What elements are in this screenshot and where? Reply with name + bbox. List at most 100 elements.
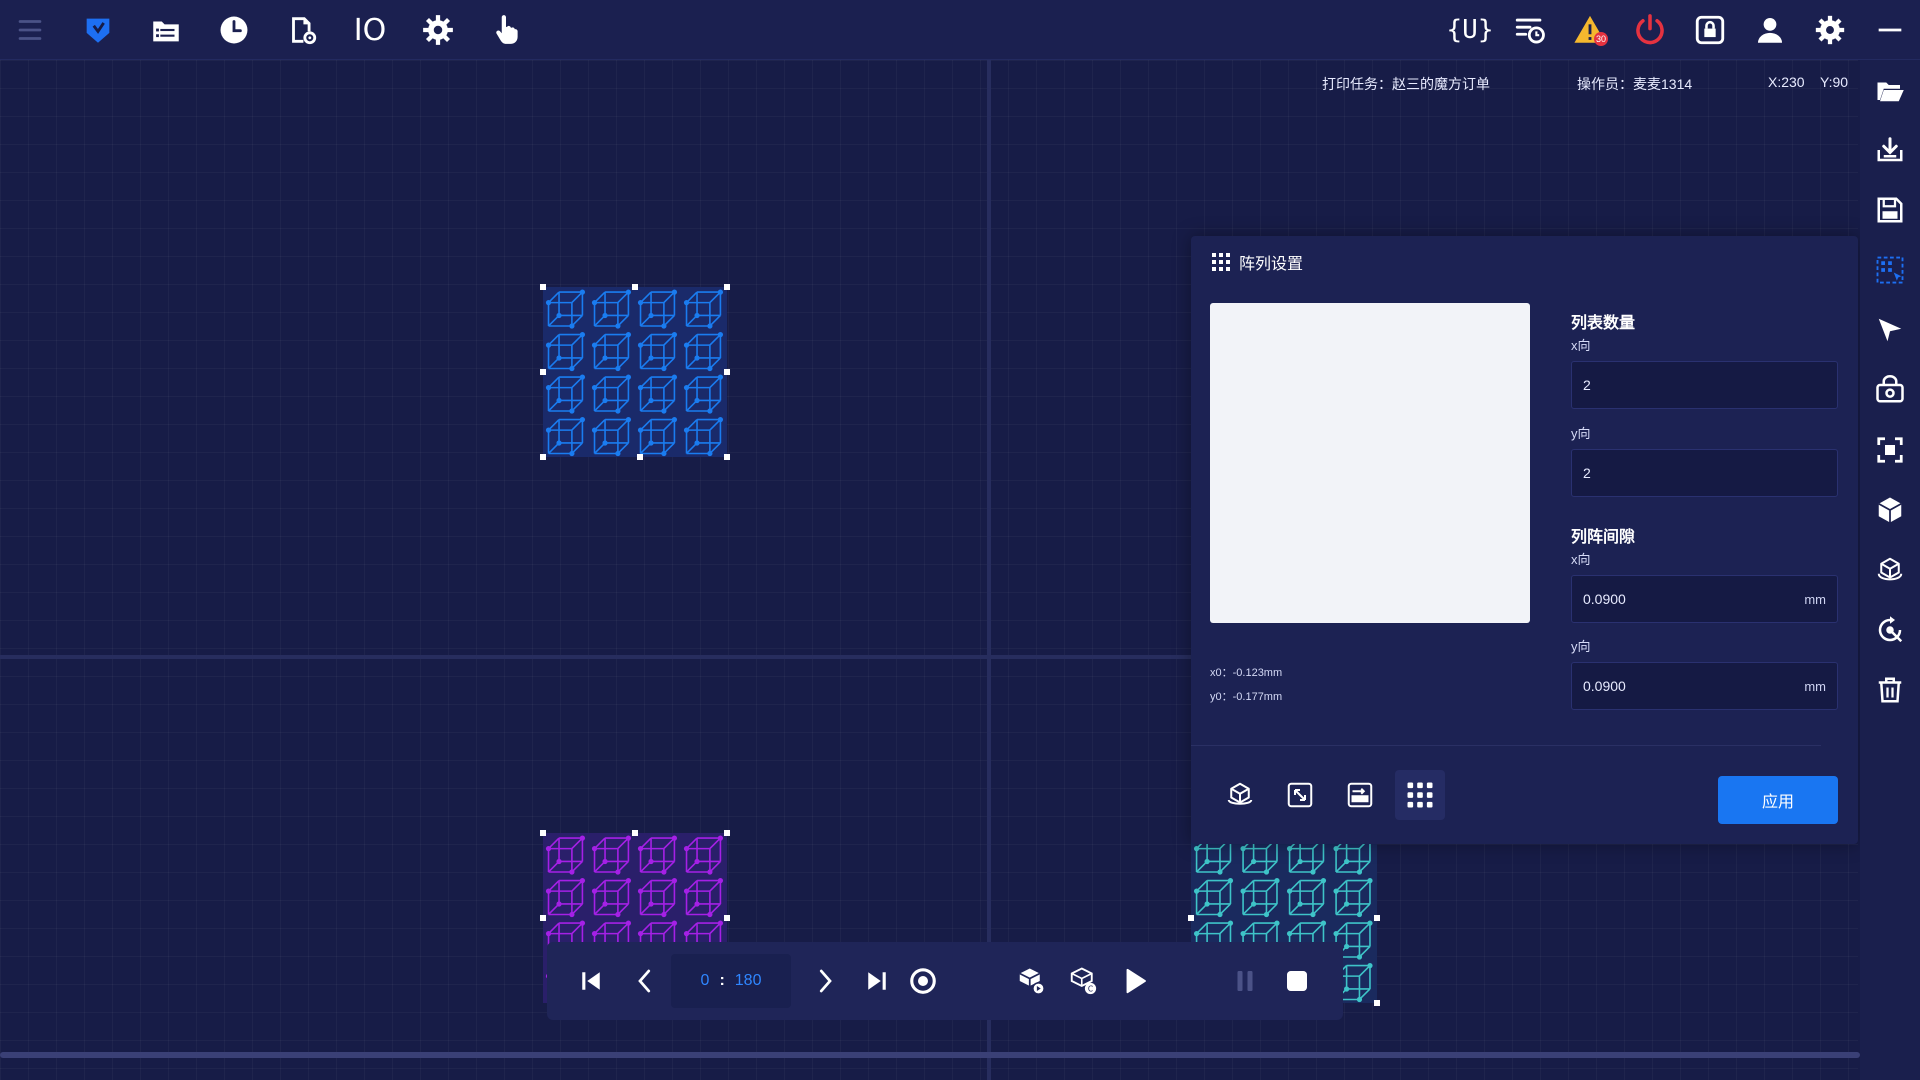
resize-handle[interactable] xyxy=(632,830,638,836)
variable-label: {U} xyxy=(1446,15,1494,45)
count-y-label: y向 xyxy=(1571,426,1591,441)
camera-box-icon[interactable] xyxy=(1872,372,1908,408)
gap-x-input[interactable] xyxy=(1583,591,1805,607)
resize-handle[interactable] xyxy=(540,830,546,836)
resize-handle[interactable] xyxy=(724,454,730,460)
lattice-node xyxy=(717,332,724,338)
logo-icon[interactable] xyxy=(78,10,118,50)
cube-solid-icon[interactable] xyxy=(1872,492,1908,528)
previous-frame-icon[interactable] xyxy=(625,961,665,1001)
resize-handle[interactable] xyxy=(724,369,730,375)
minimize-icon[interactable] xyxy=(1870,10,1910,50)
cube-cycle-icon[interactable]: C xyxy=(1063,961,1103,1001)
lock-screen-icon[interactable] xyxy=(1690,10,1730,50)
lattice-node xyxy=(1250,858,1257,865)
lattice-node xyxy=(694,858,700,865)
apply-button[interactable]: 应用 xyxy=(1718,776,1838,824)
resize-handle[interactable] xyxy=(540,284,546,290)
focus-frame-icon[interactable] xyxy=(1872,432,1908,468)
warning-icon[interactable]: 30 xyxy=(1570,10,1610,50)
record-target-icon[interactable] xyxy=(903,961,943,1001)
variable-braces-icon[interactable]: {U} xyxy=(1447,10,1494,50)
resize-handle[interactable] xyxy=(724,915,730,921)
menu-icon[interactable] xyxy=(10,10,50,50)
lattice-node xyxy=(569,323,575,329)
count-x-input[interactable] xyxy=(1583,377,1826,393)
lattice-node xyxy=(683,385,690,391)
rotate-target-icon[interactable] xyxy=(1872,612,1908,648)
download-icon[interactable] xyxy=(1872,132,1908,168)
io-icon[interactable]: IO xyxy=(350,10,390,50)
resize-handle[interactable] xyxy=(632,284,638,290)
pause-icon[interactable] xyxy=(1225,961,1265,1001)
frame-counter: 0 : 180 xyxy=(671,954,791,1008)
send-arrow-icon[interactable] xyxy=(1872,312,1908,348)
cube-play-icon[interactable] xyxy=(1011,961,1051,1001)
lattice-node xyxy=(694,312,700,319)
skip-to-start-icon[interactable] xyxy=(571,961,611,1001)
3d-object-icon[interactable] xyxy=(1215,770,1265,820)
lattice-node xyxy=(1343,858,1350,865)
lattice-node xyxy=(591,427,598,433)
pattern-tile-blue[interactable] xyxy=(540,284,730,460)
lattice-node xyxy=(579,835,586,841)
gap-x-field[interactable]: mm xyxy=(1571,575,1838,623)
power-icon[interactable] xyxy=(1630,10,1670,50)
align-panel-icon[interactable] xyxy=(1335,770,1385,820)
count-x-field[interactable] xyxy=(1571,361,1838,409)
save-icon[interactable] xyxy=(1872,192,1908,228)
lattice-node xyxy=(579,332,586,338)
lattice-node xyxy=(1356,869,1363,875)
array-grid-icon[interactable] xyxy=(1395,770,1445,820)
resize-handle[interactable] xyxy=(637,454,643,460)
gear-settings-icon[interactable] xyxy=(418,10,458,50)
svg-text:C: C xyxy=(1088,985,1093,994)
array-select-icon[interactable] xyxy=(1872,252,1908,288)
lattice-node xyxy=(694,901,700,907)
resize-handle[interactable] xyxy=(1374,1000,1380,1006)
resize-diagonal-icon[interactable] xyxy=(1275,770,1325,820)
resize-handle[interactable] xyxy=(540,915,546,921)
lattice-node xyxy=(1193,931,1200,937)
history-clock-icon[interactable] xyxy=(214,10,254,50)
lattice-node xyxy=(1240,931,1246,937)
trash-icon[interactable] xyxy=(1872,672,1908,708)
count-y-input[interactable] xyxy=(1583,465,1826,481)
resize-handle[interactable] xyxy=(1374,915,1380,921)
skip-to-end-icon[interactable] xyxy=(857,961,897,1001)
lattice-node xyxy=(569,450,575,457)
canvas-axis-horizontal xyxy=(0,655,1858,659)
cube-transform-icon[interactable] xyxy=(1872,552,1908,588)
lattice-node xyxy=(1320,920,1327,926)
gap-y-field[interactable]: mm xyxy=(1571,662,1838,710)
resize-handle[interactable] xyxy=(724,284,730,290)
gap-y-input[interactable] xyxy=(1583,678,1805,694)
lattice-node xyxy=(615,408,621,414)
lattice-node xyxy=(717,289,724,295)
user-icon[interactable] xyxy=(1750,10,1790,50)
lattice-node xyxy=(671,289,678,295)
file-manager-icon[interactable] xyxy=(146,10,186,50)
play-icon[interactable] xyxy=(1115,961,1155,1001)
lattice-node xyxy=(1193,846,1200,852)
stop-icon[interactable] xyxy=(1277,961,1317,1001)
lattice-node xyxy=(671,374,678,380)
lattice-node xyxy=(661,911,667,918)
resize-handle[interactable] xyxy=(540,454,546,460)
file-settings-icon[interactable] xyxy=(282,10,322,50)
lattice-node xyxy=(1204,901,1210,907)
lattice-node xyxy=(661,408,667,414)
resize-handle[interactable] xyxy=(724,830,730,836)
resize-handle[interactable] xyxy=(540,369,546,375)
count-y-field[interactable] xyxy=(1571,449,1838,497)
lattice-node xyxy=(694,355,700,361)
next-frame-icon[interactable] xyxy=(805,961,845,1001)
resize-handle[interactable] xyxy=(1188,915,1194,921)
hand-pointer-icon[interactable] xyxy=(486,10,526,50)
open-folder-icon[interactable] xyxy=(1872,72,1908,108)
lattice-node xyxy=(1333,846,1339,852)
lattice-node xyxy=(637,931,644,937)
queue-time-icon[interactable] xyxy=(1510,10,1550,50)
lattice-node xyxy=(545,931,552,937)
settings-icon[interactable] xyxy=(1810,10,1850,50)
